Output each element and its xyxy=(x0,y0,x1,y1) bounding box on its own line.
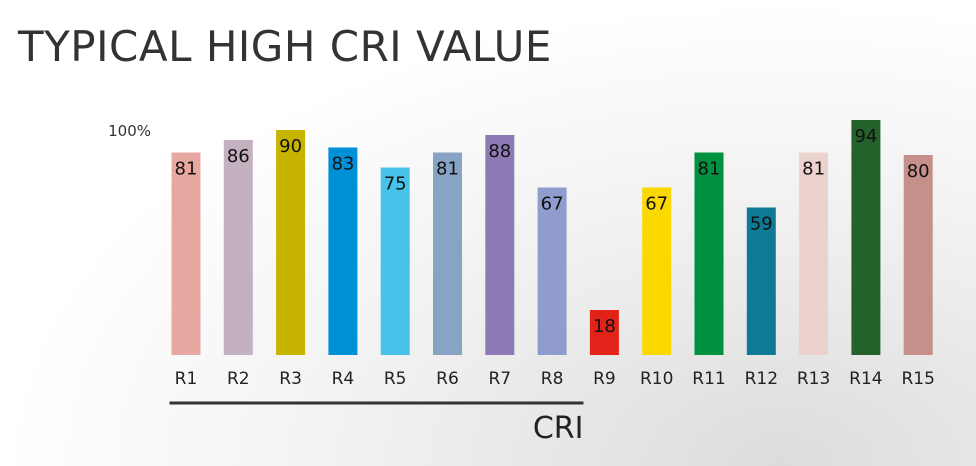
page-title: TYPICAL HIGH CRI VALUE xyxy=(18,22,552,71)
bar-r10 xyxy=(642,187,672,355)
data-label-r11: 81 xyxy=(698,159,721,180)
tick-label-r6: R6 xyxy=(436,369,459,389)
bars-group: 81 86 90 83 75 81 88 67 18 67 81 59 81 94 80 xyxy=(171,120,933,355)
bar-r12 xyxy=(746,207,776,355)
bar-r9 xyxy=(589,310,619,355)
tick-label-r13: R13 xyxy=(797,369,830,389)
data-label-r9: 18 xyxy=(593,316,616,337)
data-label-r3: 90 xyxy=(279,136,302,157)
tick-label-r8: R8 xyxy=(541,369,564,389)
tick-label-r14: R14 xyxy=(849,369,882,389)
data-label-r5: 75 xyxy=(384,174,407,195)
tick-label-r5: R5 xyxy=(384,369,407,389)
bar-r11 xyxy=(694,152,724,355)
bar-r3 xyxy=(276,130,306,355)
data-label-r10: 67 xyxy=(645,194,668,215)
tick-labels-group: R1 R2 R3 R4 R5 R6 R7 R8 R9 R10 R11 R12 R13 R14 R15 xyxy=(175,369,935,389)
bar-r4 xyxy=(328,147,358,355)
bar-r1 xyxy=(171,152,201,355)
data-label-r15: 80 xyxy=(907,161,930,182)
tick-label-r4: R4 xyxy=(332,369,355,389)
bar-r13 xyxy=(799,152,829,355)
tick-label-r2: R2 xyxy=(227,369,250,389)
data-label-r7: 88 xyxy=(488,141,511,162)
bar-r15 xyxy=(903,155,933,355)
tick-label-r1: R1 xyxy=(175,369,198,389)
data-label-r6: 81 xyxy=(436,159,459,180)
tick-label-r10: R10 xyxy=(640,369,673,389)
bar-r14 xyxy=(851,120,881,355)
bar-r6 xyxy=(433,152,462,355)
data-label-r4: 83 xyxy=(331,154,354,175)
bar-r5 xyxy=(380,167,410,355)
data-label-r1: 81 xyxy=(175,159,198,180)
tick-label-r11: R11 xyxy=(692,369,725,389)
tick-label-r3: R3 xyxy=(279,369,302,389)
data-label-r8: 67 xyxy=(541,194,564,215)
tick-label-r9: R9 xyxy=(593,369,616,389)
tick-label-r15: R15 xyxy=(901,369,934,389)
data-label-r14: 94 xyxy=(854,126,877,147)
y-max-label: 100% xyxy=(108,122,151,140)
tick-label-r12: R12 xyxy=(745,369,778,389)
data-label-r12: 59 xyxy=(750,214,773,235)
bar-r2 xyxy=(223,140,253,355)
data-label-r13: 81 xyxy=(802,159,825,180)
data-label-r2: 86 xyxy=(227,146,250,167)
bar-r7 xyxy=(485,135,515,355)
tick-label-r7: R7 xyxy=(488,369,511,389)
bar-r8 xyxy=(537,187,567,355)
x-axis-title: CRI xyxy=(533,411,584,446)
